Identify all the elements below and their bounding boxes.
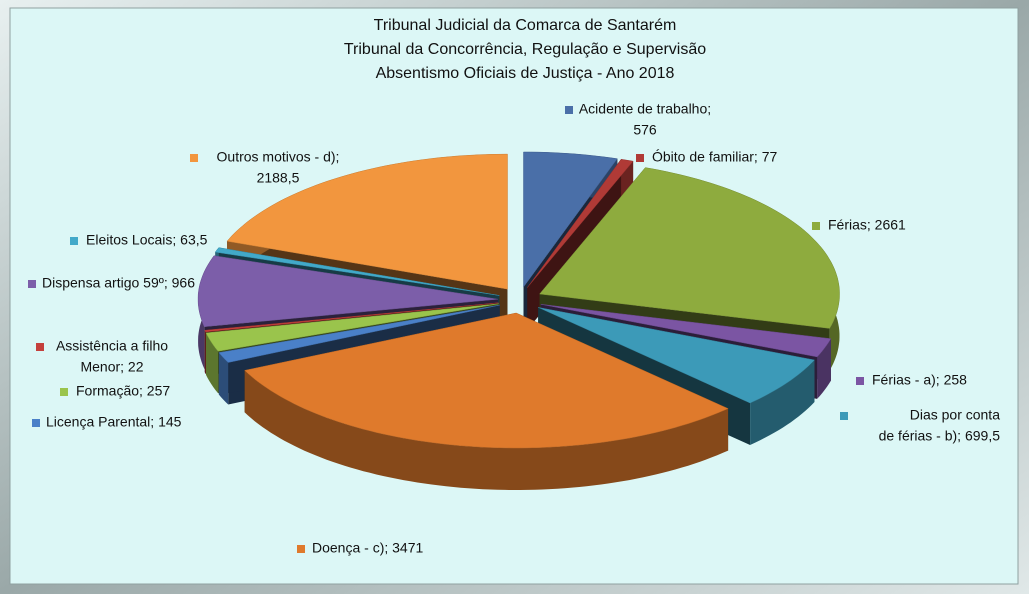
slice: [540, 304, 832, 358]
data-label: Outros motivos - d);: [217, 149, 340, 165]
chart-title: Tribunal da Concorrência, Regulação e Su…: [344, 41, 706, 58]
slice: [214, 247, 500, 296]
data-label: 576: [633, 122, 657, 138]
plot-background: [9, 7, 1019, 585]
legend-swatch: [70, 237, 78, 245]
legend-swatch: [36, 343, 44, 351]
data-label: Férias - a); 258: [872, 372, 967, 388]
legend-swatch: [812, 222, 820, 230]
data-label: Óbito de familiar; 77: [652, 149, 777, 165]
legend-swatch: [856, 377, 864, 385]
legend-swatch: [60, 388, 68, 396]
legend-swatch: [32, 419, 40, 427]
data-label: Assistência a filho: [56, 338, 168, 354]
legend-swatch: [636, 154, 644, 162]
data-label: Dias por conta: [910, 407, 1000, 423]
legend-swatch: [297, 545, 305, 553]
data-label: 2188,5: [257, 170, 300, 186]
slice-wall: [750, 360, 815, 445]
slice: [205, 303, 499, 352]
data-label: Dispensa artigo 59º; 966: [42, 275, 195, 291]
data-label: Acidente de trabalho;: [579, 101, 711, 117]
slice: [197, 255, 499, 327]
data-label: Formação; 257: [76, 383, 170, 399]
slice: [226, 153, 508, 290]
slice: [538, 307, 816, 404]
slice: [244, 312, 729, 449]
data-label: Menor; 22: [80, 359, 143, 375]
data-label: Licença Parental; 145: [46, 414, 182, 430]
data-label: Eleitos Locais; 63,5: [86, 232, 208, 248]
slice-wall: [204, 330, 206, 374]
slice: [539, 167, 840, 329]
slice: [527, 159, 634, 288]
legend-swatch: [28, 280, 36, 288]
data-label: Doença - c); 3471: [312, 540, 423, 556]
chart-title: Tribunal Judicial da Comarca de Santarém: [374, 17, 677, 34]
slice-wall: [244, 370, 729, 490]
slice-wall: [206, 332, 219, 394]
data-label: de férias - b); 699,5: [879, 428, 1001, 444]
slice: [204, 302, 499, 333]
legend-swatch: [565, 106, 573, 114]
data-label: Férias; 2661: [828, 217, 906, 233]
slice-wall: [817, 338, 831, 399]
chart-title: Absentismo Oficiais de Justiça - Ano 201…: [376, 65, 675, 82]
slice-wall: [218, 352, 229, 405]
legend-swatch: [840, 412, 848, 420]
slice: [218, 304, 500, 363]
legend-swatch: [190, 154, 198, 162]
slice: [523, 151, 618, 288]
